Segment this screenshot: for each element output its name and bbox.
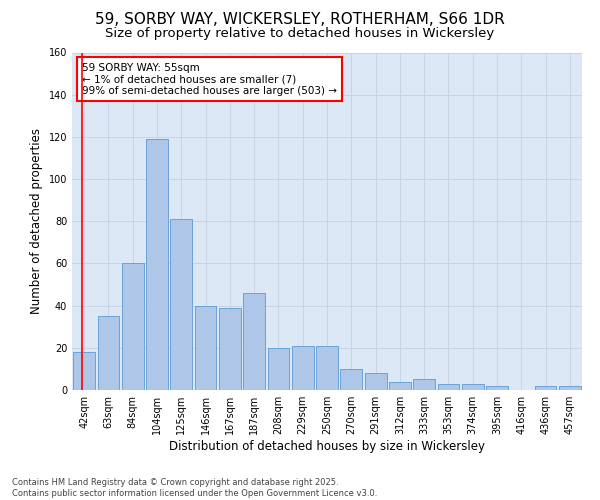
Bar	[292, 346, 314, 390]
Bar	[122, 264, 143, 390]
Bar	[365, 373, 386, 390]
Bar	[243, 293, 265, 390]
Text: 59, SORBY WAY, WICKERSLEY, ROTHERHAM, S66 1DR: 59, SORBY WAY, WICKERSLEY, ROTHERHAM, S6…	[95, 12, 505, 28]
Bar	[535, 386, 556, 390]
Bar	[73, 352, 95, 390]
Text: Size of property relative to detached houses in Wickersley: Size of property relative to detached ho…	[106, 28, 494, 40]
Y-axis label: Number of detached properties: Number of detached properties	[30, 128, 43, 314]
Bar	[219, 308, 241, 390]
Bar	[413, 380, 435, 390]
Bar	[437, 384, 460, 390]
Bar	[316, 346, 338, 390]
X-axis label: Distribution of detached houses by size in Wickersley: Distribution of detached houses by size …	[169, 440, 485, 453]
Text: 59 SORBY WAY: 55sqm
← 1% of detached houses are smaller (7)
99% of semi-detached: 59 SORBY WAY: 55sqm ← 1% of detached hou…	[82, 62, 337, 96]
Bar	[268, 348, 289, 390]
Bar	[170, 219, 192, 390]
Bar	[97, 316, 119, 390]
Bar	[389, 382, 411, 390]
Bar	[340, 369, 362, 390]
Bar	[486, 386, 508, 390]
Bar	[462, 384, 484, 390]
Bar	[194, 306, 217, 390]
Bar	[559, 386, 581, 390]
Bar	[146, 139, 168, 390]
Text: Contains HM Land Registry data © Crown copyright and database right 2025.
Contai: Contains HM Land Registry data © Crown c…	[12, 478, 377, 498]
